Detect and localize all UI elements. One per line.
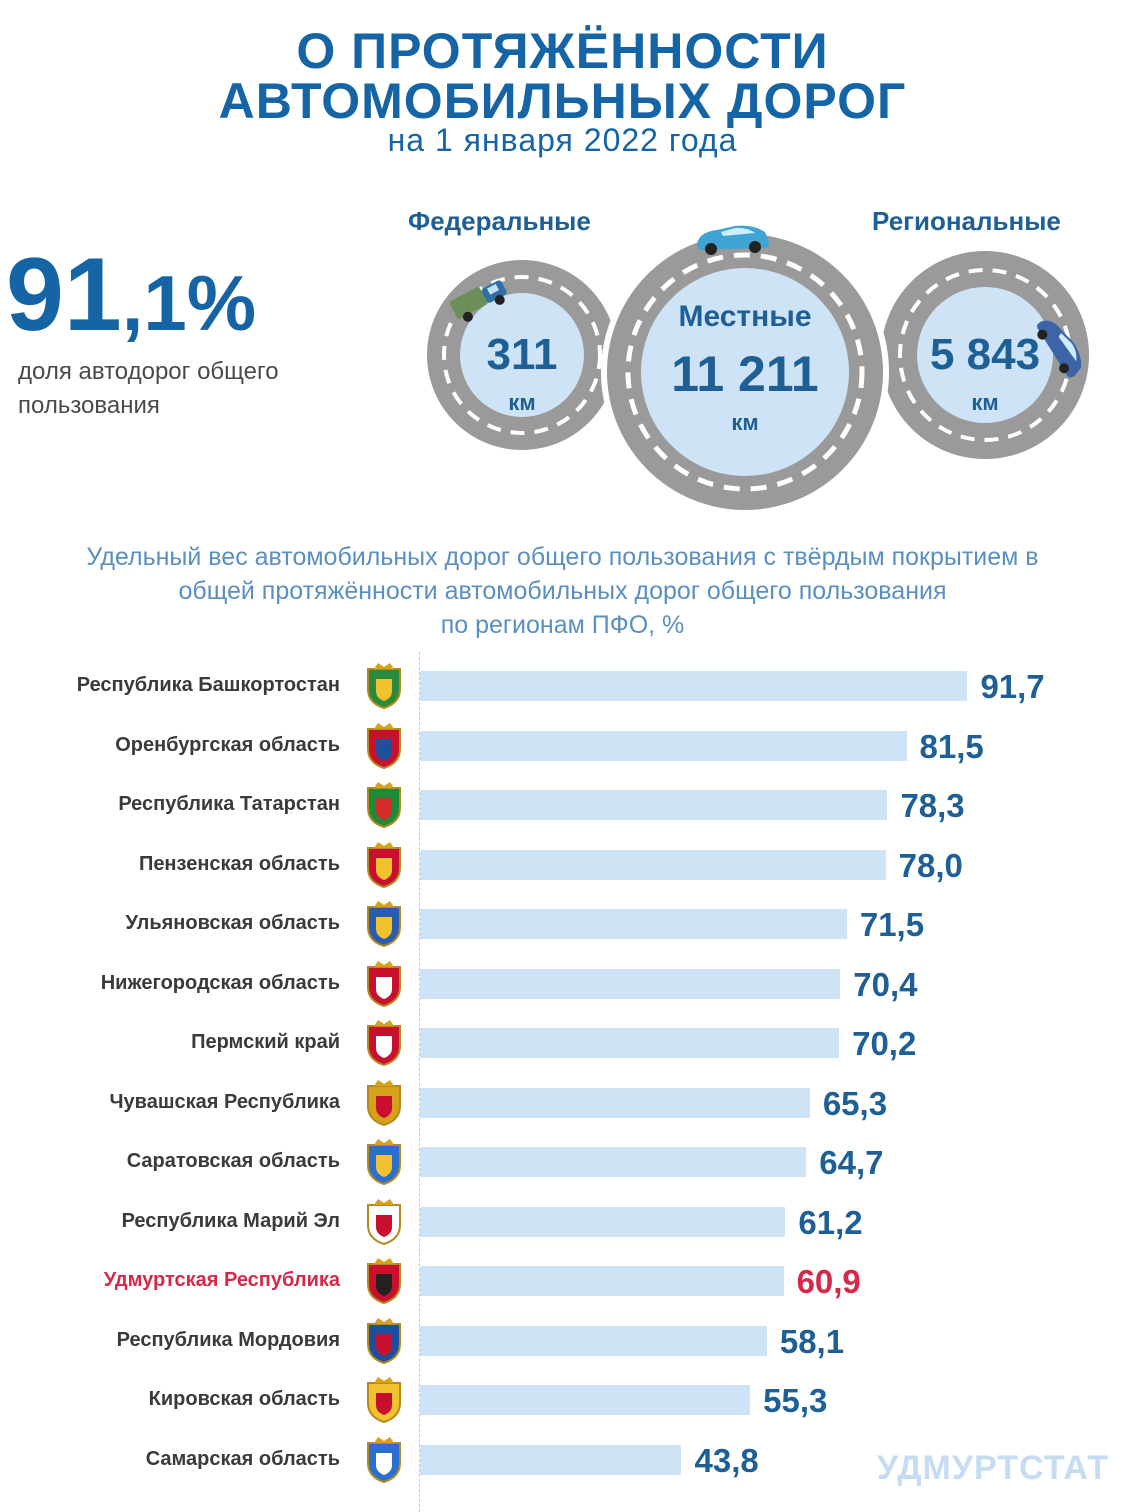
coat-of-arms-icon [367,901,401,948]
car-top-icon [697,225,769,255]
value-label: 65,3 [822,1084,888,1122]
value-label: 71,5 [859,906,925,943]
category-label: Саратовская область [126,1150,340,1172]
value-label: 70,4 [853,965,918,1003]
coat-of-arms-icon [367,1436,401,1483]
value-label: 61,2 [798,1203,863,1241]
coat-of-arms-icon [367,1020,401,1067]
coat-of-arms-icon [367,782,401,829]
value-label: 60,9 [796,1263,861,1300]
chart-title-line-2: общей протяжённости автомобильных дорог … [178,577,947,605]
regional-road-ring [875,245,1095,465]
regional-value: 5 843 [929,330,1041,379]
category-label: Нижегородская область [100,971,340,994]
coat-of-arms-icon [367,1139,401,1186]
car-right-icon [1036,320,1082,378]
value-label: 81,5 [919,727,984,765]
coat-of-arms-icon [367,663,401,710]
bar [420,849,886,880]
category-label: Самарская область [145,1447,340,1470]
federal-unit: км [508,390,536,415]
bar [420,730,907,761]
value-label: 43,8 [694,1441,759,1479]
value-label: 64,7 [819,1144,884,1181]
coat-of-arms-icon [367,1079,401,1126]
bar [420,1444,682,1475]
category-label: Республика Марий Эл [121,1209,340,1232]
bar [420,1206,786,1237]
value-label: 78,3 [900,787,965,824]
category-label: Ульяновская область [125,912,340,934]
bar [420,1266,784,1296]
local-value: 11 211 [671,346,819,402]
coat-of-arms-icon [367,1198,401,1245]
category-label: Пермский край [191,1031,340,1053]
share-description: доля автодорог общего пользования [18,358,279,419]
category-label: Удмуртская Республика [103,1269,340,1291]
bar [420,1028,840,1058]
local-unit: км [731,410,759,435]
regional-label: Региональные [872,206,1061,236]
bar [420,968,841,999]
date-subtitle: на 1 января 2022 года [387,122,738,158]
bar [420,790,888,820]
bar [420,1087,810,1118]
category-label: Оренбургская область [115,733,340,756]
category-label: Республика Башкортостан [76,674,340,696]
federal-value: 311 [486,330,558,379]
coat-of-arms-icon [367,1258,401,1305]
chart-title: Удельный вес автомобильных дорог общего … [0,540,1125,642]
coat-of-arms-icon [367,841,401,888]
chart-title-line-3: по регионам ПФО, % [440,611,685,639]
regional-unit: км [971,390,999,415]
value-label: 91,7 [980,668,1045,705]
bar [420,1147,807,1177]
bar [420,1385,751,1415]
bar [420,909,847,939]
local-road-ring [601,228,889,516]
page-title-line-1: О ПРОТЯЖЁННОСТИ [296,23,829,79]
road-rings-graphic [419,225,1095,516]
bar-chart: Республика Башкортостан 91,7 Оренбургская … [0,650,1125,1512]
value-label: 70,2 [852,1025,917,1062]
truck-icon [449,280,507,322]
value-label: 58,1 [779,1322,845,1360]
local-label: Местные [678,300,812,333]
page-title-line-2: АВТОМОБИЛЬНЫХ ДОРОГ [218,73,907,129]
category-label: Кировская область [148,1388,340,1410]
bar [420,1325,767,1356]
share-int: 91 [6,237,122,353]
share-percentage: 91,1% [6,240,256,381]
coat-of-arms-icon [367,1377,401,1424]
coat-of-arms-icon [367,960,401,1007]
category-label: Чувашская Республика [109,1090,341,1113]
category-label: Республика Мордовия [116,1328,340,1351]
share-frac: ,1% [121,259,257,347]
coat-of-arms-icon [367,1317,401,1364]
federal-label: Федеральные [408,206,591,236]
chart-title-line-1: Удельный вес автомобильных дорог общего … [86,543,1039,571]
coat-of-arms-icon [367,722,401,769]
bar [420,671,968,701]
category-label: Пензенская область [138,852,340,875]
watermark: УДМУРТСТАТ [876,1449,1109,1487]
category-label: Республика Татарстан [118,793,340,815]
value-label: 55,3 [763,1382,828,1419]
value-label: 78,0 [898,846,963,884]
chart-axis-line [419,652,421,1512]
